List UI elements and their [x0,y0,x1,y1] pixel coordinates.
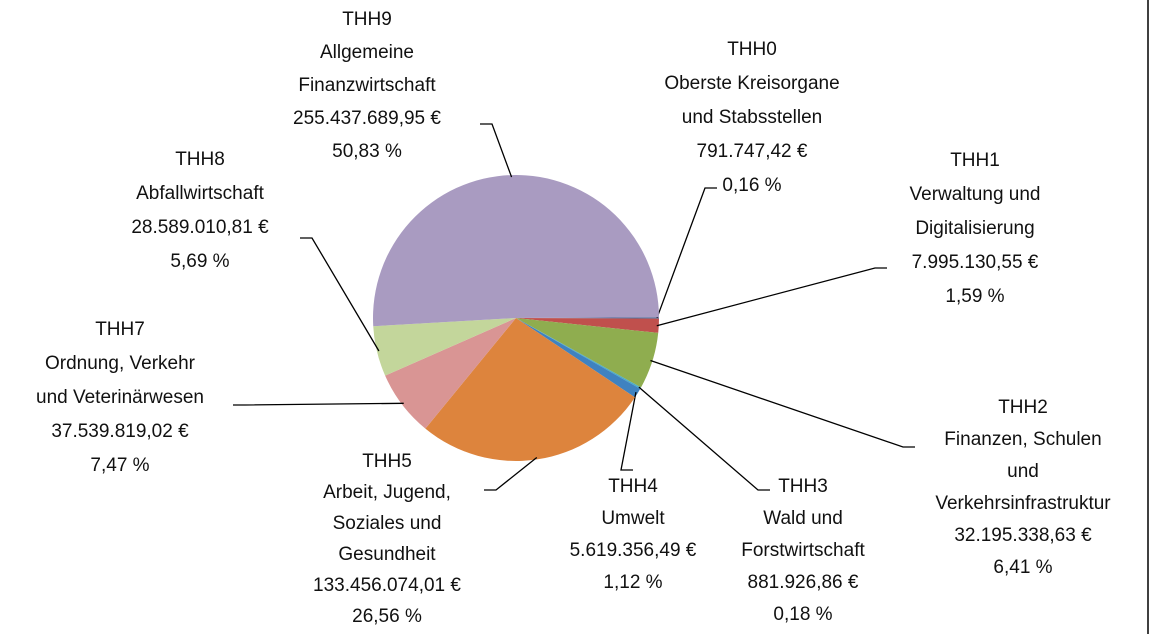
pie-slice [385,318,516,429]
slice-label: Arbeit, Jugend, [323,482,451,503]
percent-label: 5,69 % [170,251,229,272]
percent-label: 50,83 % [332,141,402,162]
pie-slice [516,318,659,388]
slice-label: Ordnung, Verkehr [45,353,196,374]
slice-label: Umwelt [601,508,665,529]
percent-label: 0,18 % [773,604,832,625]
slice-label: THH2 [998,397,1048,418]
value-label: 28.589.010,81 € [131,217,269,238]
pie-slice [373,175,659,327]
value-label: 5.619.356,49 € [570,540,697,561]
leader-line [656,267,887,327]
value-label: 7.995.130,55 € [912,252,1039,273]
percent-label: 1,12 % [603,572,662,593]
slice-label: Verwaltung und [910,184,1041,205]
leader-line [650,359,915,448]
pie-slice [373,318,516,376]
pie-slice [516,318,641,389]
slice-label: und Stabsstellen [682,107,823,128]
percent-label: 0,16 % [722,175,781,196]
value-label: 791.747,42 € [697,141,808,162]
pie-slice [516,318,641,398]
slice-label: Wald und [763,508,843,529]
slice-label: Soziales und [333,513,442,534]
slice-label: Digitalisierung [915,218,1034,239]
slice-label: THH0 [727,39,777,60]
percent-label: 26,56 % [352,606,422,627]
slice-label: THH4 [608,476,658,497]
pie-slice [516,317,659,319]
leader-line [480,123,513,178]
slice-label: Finanzen, Schulen [944,429,1101,450]
slice-label: THH3 [778,476,828,497]
percent-label: 7,47 % [90,455,149,476]
value-label: 37.539.819,02 € [51,421,189,442]
slice-label: THH5 [362,451,412,472]
value-label: 133.456.074,01 € [313,575,461,596]
leader-line [638,386,770,491]
percent-label: 6,41 % [993,557,1052,578]
slice-label: Allgemeine [320,42,414,63]
slice-label: THH9 [342,9,392,30]
slice-label: und Veterinärwesen [36,387,204,408]
leader-line [300,237,380,352]
slice-label: Finanzwirtschaft [298,75,436,96]
slice-label: Verkehrsinfrastruktur [935,493,1111,514]
slice-label: THH8 [175,149,225,170]
slice-label: Oberste Kreisorgane [664,73,839,94]
slice-label: Abfallwirtschaft [136,183,264,204]
value-label: 32.195.338,63 € [954,525,1092,546]
slice-label: Gesundheit [338,544,436,565]
slice-label: und [1007,461,1039,482]
leader-line [656,187,717,319]
pie-slice [516,318,659,333]
slice-label: THH7 [95,319,145,340]
leader-line [620,391,637,471]
leader-line [233,402,404,406]
pie-slice [425,318,635,461]
slice-label: Forstwirtschaft [741,540,865,561]
value-label: 255.437.689,95 € [293,108,441,129]
slice-label: THH1 [950,150,1000,171]
leader-line [484,456,538,491]
value-label: 881.926,86 € [748,572,859,593]
percent-label: 1,59 % [945,286,1004,307]
